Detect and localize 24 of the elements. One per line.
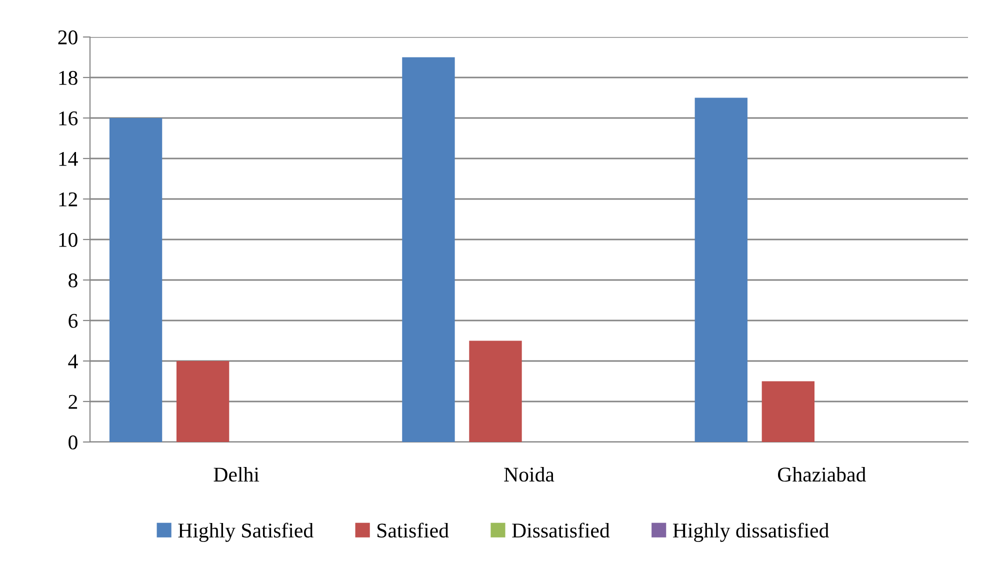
- x-tick-label: Ghaziabad: [778, 467, 866, 482]
- bar: [469, 340, 522, 442]
- y-tick-label: 14: [59, 152, 78, 166]
- legend-label: Highly Satisfied: [178, 522, 314, 542]
- bar: [176, 361, 230, 442]
- x-tick-label: Noida: [504, 467, 554, 482]
- y-tick-label: 20: [58, 30, 78, 44]
- y-tick-label: 12: [59, 192, 78, 206]
- y-tick-label: 16: [59, 111, 78, 126]
- y-tick-label: 0: [68, 435, 78, 450]
- y-tick-label: 18: [59, 70, 78, 85]
- y-tick-label: 10: [59, 232, 78, 247]
- legend-label: Dissatisfied: [512, 522, 610, 538]
- legend-label: Highly dissatisfied: [672, 522, 829, 542]
- bar: [694, 98, 748, 442]
- bar: [402, 57, 455, 442]
- bar: [762, 381, 814, 442]
- y-tick-label: 4: [68, 354, 78, 368]
- x-tick-label: Delhi: [214, 467, 260, 482]
- y-tick-label: 8: [68, 273, 78, 288]
- legend-label: Satisfied: [378, 522, 449, 538]
- y-tick-label: 2: [68, 394, 78, 409]
- y-tick-label: 6: [68, 314, 78, 328]
- bar: [109, 118, 162, 442]
